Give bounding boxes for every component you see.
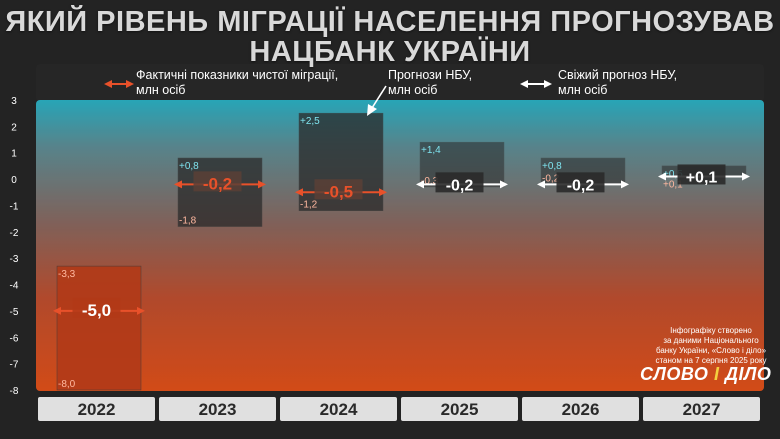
legend-actual-symbol-arrow-right: [126, 80, 134, 88]
year-label-2022: 2022: [78, 400, 116, 419]
value-marker-2025-arrow-right: [500, 180, 508, 189]
value-marker-2022-arrow-left: [53, 306, 61, 315]
value-backdrop-2023: [193, 171, 242, 192]
year-label-2024: 2024: [320, 400, 358, 419]
y-tick-label: 1: [11, 149, 17, 160]
y-tick-label: 0: [11, 175, 17, 186]
year-box-2025: [401, 397, 518, 421]
range-box-2023: [177, 157, 263, 227]
y-tick-label: -1: [10, 201, 19, 212]
value-backdrop-2026: [556, 172, 605, 193]
y-tick-label: -5: [10, 307, 19, 318]
value-backdrop-2025: [435, 172, 484, 193]
legend-actual-symbol-arrow-left: [104, 80, 112, 88]
low-label-2026: -0,2: [542, 173, 560, 184]
y-tick-label: -8: [10, 386, 19, 397]
value-backdrop-2022: [72, 297, 121, 318]
legend-fresh-symbol-arrow-left: [520, 80, 528, 88]
legend-forecast-line2: млн осіб: [388, 83, 438, 97]
value-marker-2027-arrow-left: [658, 172, 666, 181]
low-label-2024: -1,2: [300, 200, 318, 211]
year-label-2023: 2023: [199, 400, 237, 419]
y-tick-label: 2: [11, 122, 17, 133]
legend-forecast-pointer-head: [367, 104, 377, 116]
brand-logo: СЛОВО І ДІЛО: [640, 364, 772, 384]
legend-fresh-line1: Свіжий прогноз НБУ,: [558, 68, 678, 82]
legend-actual-line1: Фактичні показники чистої міграції,: [136, 68, 339, 82]
high-label-2027: +0,5: [663, 169, 683, 180]
legend-actual-line2: млн осіб: [136, 83, 186, 97]
value-backdrop-2024: [314, 179, 363, 200]
legend-fresh-label: Свіжий прогноз НБУ, млн осіб: [558, 68, 677, 98]
legend-fresh-symbol-arrow-right: [544, 80, 552, 88]
year-box-2023: [159, 397, 276, 421]
source-line3: банку України, «Слово і діло»: [655, 346, 767, 355]
year-box-2026: [522, 397, 639, 421]
value-marker-2026-arrow-left: [537, 180, 545, 189]
value-marker-2026-arrow-right: [621, 180, 629, 189]
year-label-2026: 2026: [562, 400, 600, 419]
value-label-2022: -5,0: [82, 301, 111, 320]
low-label-2023: -1,8: [179, 216, 197, 227]
y-tick-label: -3: [10, 254, 19, 265]
legend-forecast-label: Прогнози НБУ, млн осіб: [388, 68, 472, 98]
year-box-2022: [38, 397, 155, 421]
value-label-2026: -0,2: [567, 177, 595, 194]
legend-forecast-line1: Прогнози НБУ,: [388, 68, 473, 82]
value-marker-2025-arrow-left: [416, 180, 424, 189]
source-note: Інфографіку створено за даними Національ…: [648, 326, 774, 366]
year-box-2027: [643, 397, 760, 421]
legend-band: [36, 64, 764, 102]
legend-fresh-line2: млн осіб: [558, 83, 608, 97]
range-box-2022: [56, 265, 142, 391]
legend-actual-label: Фактичні показники чистої міграції, млн …: [136, 68, 338, 98]
source-line2: за даними Національного: [663, 336, 759, 345]
high-label-2023: +0,8: [179, 161, 199, 172]
y-tick-label: -7: [10, 360, 19, 371]
value-marker-2023-arrow-left: [174, 180, 182, 189]
value-backdrop-2027: [677, 164, 726, 185]
value-marker-2024-arrow-right: [379, 188, 387, 197]
title-line-1: ЯКИЙ РІВЕНЬ МІГРАЦІЇ НАСЕЛЕННЯ ПРОГНОЗУВ…: [5, 6, 775, 38]
y-tick-label: 3: [11, 96, 17, 107]
title-line-2: НАЦБАНК УКРАЇНИ: [249, 36, 531, 68]
low-label-2027: +0,1: [663, 179, 683, 190]
value-label-2025: -0,2: [446, 177, 474, 194]
y-tick-label: -4: [10, 281, 19, 292]
y-tick-label: -2: [10, 228, 19, 239]
value-marker-2023-arrow-right: [258, 180, 266, 189]
value-label-2023: -0,2: [203, 174, 232, 193]
high-label-2025: +1,4: [421, 145, 441, 156]
value-marker-2022-arrow-right: [137, 306, 145, 315]
year-box-2024: [280, 397, 397, 421]
value-label-2024: -0,5: [324, 182, 353, 201]
source-line4: станом на 7 серпня 2025 року: [655, 356, 767, 365]
y-tick-label: -6: [10, 333, 19, 344]
year-label-2027: 2027: [683, 400, 721, 419]
value-marker-2027-arrow-right: [742, 172, 750, 181]
high-label-2024: +2,5: [300, 116, 320, 127]
low-label-2025: -0,3: [421, 176, 439, 187]
high-label-2022: -3,3: [58, 269, 76, 280]
legend-forecast-pointer-line: [371, 85, 387, 109]
low-label-2022: -8,0: [58, 379, 76, 390]
high-label-2026: +0,8: [542, 161, 562, 172]
year-label-2025: 2025: [441, 400, 479, 419]
value-label-2027: +0,1: [686, 169, 718, 186]
value-marker-2024-arrow-left: [295, 188, 303, 197]
source-line1: Інфографіку створено: [670, 326, 752, 335]
